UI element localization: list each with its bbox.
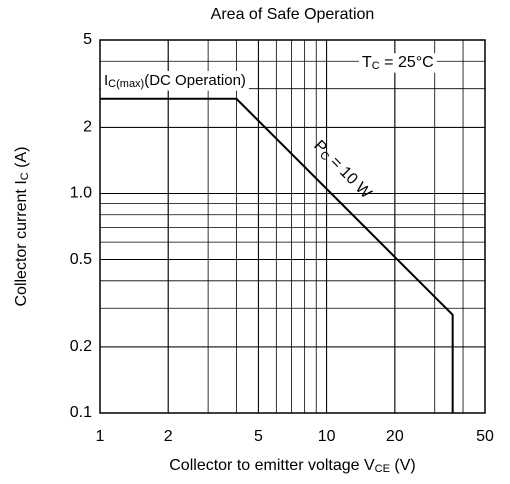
x-tick-label: 2 [164,428,173,445]
plot-frame [99,39,486,414]
x-tick-label: 1 [96,428,105,445]
temperature-label: TC = 25°C [362,54,434,71]
y-tick-label: 2 [83,119,92,136]
current-limit-label: IC(max)(DC Operation) [104,72,246,90]
x-axis-label-part: CE [375,463,390,475]
y-tick-label: 1.0 [70,185,92,202]
y-tick-label: 0.5 [70,251,92,268]
x-axis-label-part: (V) [390,457,416,474]
chart-title: Area of Safe Operation [211,6,375,23]
y-tick-label: 0.2 [70,338,92,355]
temperature-label-background [359,53,437,73]
current-limit-label-part: I [104,72,108,89]
x-tick-label: 50 [476,428,494,445]
y-axis-label-part: C [19,172,31,180]
current-limit-label-background [101,70,249,91]
x-tick-label: 5 [254,428,263,445]
temperature-label-part: = 25°C [380,54,434,71]
limit-line [100,97,454,413]
current-limit-label-part: (DC Operation) [144,72,246,89]
y-tick-label: 5 [83,31,92,48]
x-axis-label-part: Collector to emitter voltage V [169,457,375,474]
power-limit-label-part: = 10 W [323,151,375,203]
temperature-label-part: T [362,54,372,71]
y-axis-label-part: Collector current I [13,180,30,306]
x-axis-label: Collector to emitter voltage VCE (V) [169,457,415,474]
x-tick-label: 20 [386,428,404,445]
temperature-label-part: C [372,60,380,72]
y-axis-label-part: (A) [13,147,30,173]
y-axis-label: Collector current IC (A) [13,147,30,307]
x-tick-label: 10 [318,428,336,445]
y-tick-label: 0.1 [70,404,92,421]
current-limit-label-part: C(max) [108,78,144,90]
